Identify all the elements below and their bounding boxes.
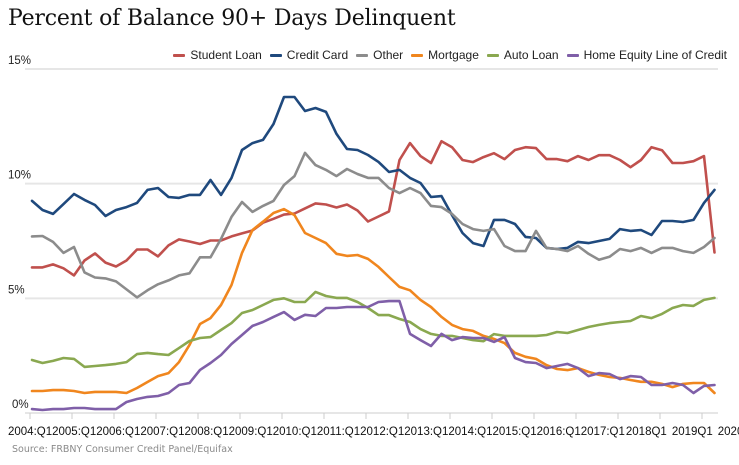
legend-swatch — [356, 53, 369, 57]
legend-item-mortgage: Mortgage — [411, 48, 479, 62]
chart-title: Percent of Balance 90+ Days Delinquent — [8, 6, 456, 31]
x-tick-label: 2010:Q1 — [273, 426, 317, 438]
x-tick-label: 2011:Q1 — [317, 426, 360, 438]
x-tick-label: 2008:Q1 — [185, 426, 229, 438]
x-tick-label: 2009:Q1 — [229, 426, 273, 438]
x-tick-label: 2006:Q1 — [96, 426, 140, 438]
series-line-other — [30, 151, 716, 299]
x-tick-label: 2005:Q1 — [52, 426, 96, 438]
legend-item-home-equity-line-of-credit: Home Equity Line of Credit — [566, 48, 727, 62]
legend-swatch — [411, 53, 424, 57]
y-tick-label: 15% — [8, 55, 31, 67]
legend-label: Mortgage — [428, 48, 479, 62]
x-tick-label: 2014:Q1 — [448, 426, 492, 438]
legend-label: Student Loan — [190, 48, 262, 62]
legend-label: Other — [373, 48, 404, 62]
legend-swatch — [269, 53, 282, 57]
legend-swatch — [173, 53, 186, 57]
x-tick-label: 2020Q1 — [718, 426, 739, 438]
legend-swatch — [486, 53, 499, 57]
legend-label: Credit Card — [286, 48, 349, 62]
x-tick-label: 2012:Q1 — [360, 426, 404, 438]
x-tick-label: 2015:Q1 — [493, 426, 537, 438]
legend-item-auto-loan: Auto Loan — [486, 48, 559, 62]
legend-label: Home Equity Line of Credit — [583, 48, 727, 62]
series-line-auto-loan — [30, 290, 716, 369]
y-tick-label: 10% — [8, 170, 31, 182]
y-tick-label: 0% — [12, 399, 29, 411]
x-tick-label: 2013:Q1 — [404, 426, 448, 438]
series-line-student-loan — [30, 139, 716, 277]
legend-item-credit-card: Credit Card — [269, 48, 349, 62]
legend-swatch — [566, 53, 579, 57]
x-tick-label: 2018Q1 — [626, 426, 667, 438]
x-tick-label: 2007:Q1 — [140, 426, 184, 438]
x-tick-label: 2019Q1 — [672, 426, 713, 438]
legend-item-other: Other — [356, 48, 403, 62]
series-line-home-equity-line-of-credit — [30, 299, 716, 412]
legend-label: Auto Loan — [503, 48, 559, 62]
series-line-mortgage — [30, 207, 716, 395]
series-line-credit-card — [30, 95, 716, 251]
x-tick-label: 2017:Q1 — [581, 426, 625, 438]
x-tick-label: 2004:Q1 — [8, 426, 52, 438]
chart-legend: Student Loan Credit Card Other Mortgage Auto… — [173, 48, 727, 62]
x-tick-label: 2016:Q1 — [537, 426, 581, 438]
y-tick-label: 5% — [8, 284, 25, 296]
legend-item-student-loan: Student Loan — [173, 48, 262, 62]
source-note: Source: FRBNY Consumer Credit Panel/Equi… — [12, 444, 233, 455]
